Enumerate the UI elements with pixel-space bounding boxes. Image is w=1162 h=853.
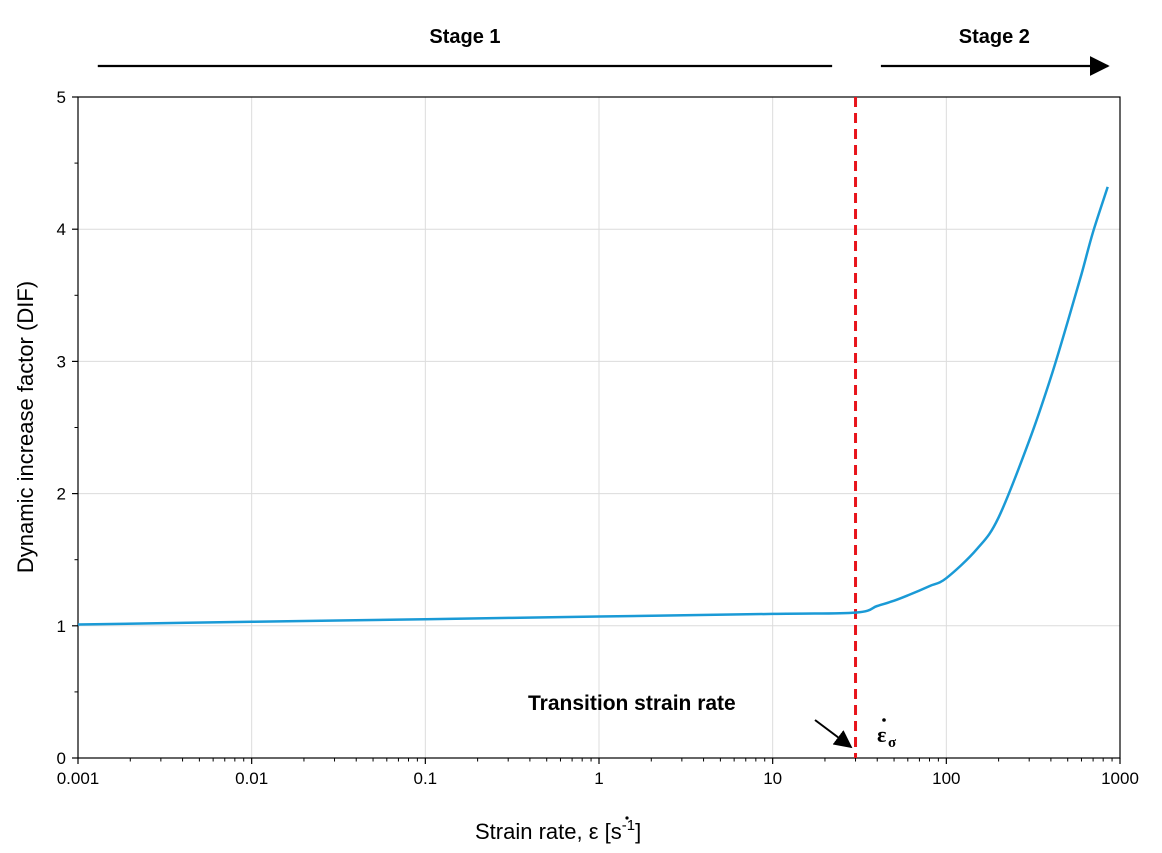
x-tick-label: 0.1: [414, 769, 438, 788]
x-tick-label: 1000: [1101, 769, 1139, 788]
transition-symbol-subscript: σ: [888, 735, 897, 751]
dot-accent-icon: [882, 718, 886, 722]
x-tick-label: 10: [763, 769, 782, 788]
stage-1-label: Stage 1: [429, 26, 500, 48]
x-axis: 0.001 0.01 0.1 1 10 100 1000: [57, 758, 1139, 788]
x-tick-label: 0.001: [57, 769, 100, 788]
y-tick-label: 0: [57, 749, 66, 768]
x-tick-label: 0.01: [235, 769, 268, 788]
transition-symbol-epsilon: ε: [877, 722, 886, 747]
x-tick-label: 100: [932, 769, 960, 788]
y-tick-label: 1: [57, 617, 66, 636]
transition-symbol: ε σ: [877, 718, 897, 751]
y-tick-label: 5: [57, 88, 66, 107]
x-tick-label: 1: [594, 769, 603, 788]
y-tick-label: 3: [57, 352, 66, 371]
x-axis-title-exponent: -1: [622, 817, 635, 834]
transition-label: Transition strain rate: [528, 692, 736, 715]
x-axis-title-unit-close: ]: [635, 819, 641, 844]
x-axis-title-prefix: Strain rate,: [475, 819, 589, 844]
y-tick-label: 2: [57, 485, 66, 504]
y-axis: 0 1 2 3 4 5: [57, 88, 78, 768]
transition-arrow: [814, 719, 853, 749]
y-tick-label: 4: [57, 220, 66, 239]
x-axis-title-symbol: ε: [589, 819, 599, 844]
grid: [78, 97, 1120, 758]
y-axis-title: Dynamic increase factor (DIF): [13, 281, 38, 573]
x-axis-title: Strain rate, ε [s-1]: [475, 817, 641, 844]
series-line: [77, 186, 1109, 626]
stage-2-label: Stage 2: [959, 26, 1030, 48]
x-axis-title-unit-open: [s: [599, 819, 622, 844]
dot-accent-icon: [625, 816, 629, 820]
